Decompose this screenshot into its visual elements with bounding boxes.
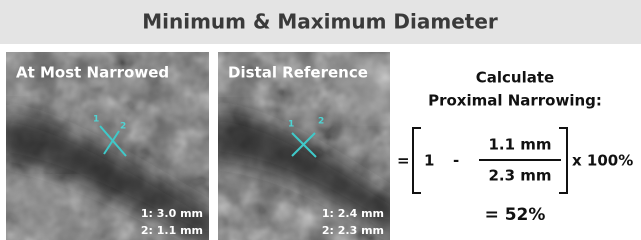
calc-heading: Proximal Narrowing: [428, 92, 602, 110]
measurement: 2: 1.1 mm [141, 224, 203, 237]
marker-label: 1 [93, 115, 99, 125]
result: = 52% [485, 205, 546, 225]
page: {"header": {"title": "Minimum & Maximum … [0, 0, 641, 240]
slide: Minimum & Maximum Diameter At Most Narro… [0, 0, 641, 240]
multiplier: x 100% [572, 152, 633, 170]
panel-label: At Most Narrowed [16, 64, 169, 82]
equals-sign: = [397, 152, 410, 170]
marker-label: 2 [318, 117, 324, 127]
marker-label: 1 [288, 120, 294, 130]
left-bracket [413, 128, 421, 193]
measurement: 2: 2.3 mm [322, 224, 384, 237]
panel-label: Distal Reference [228, 64, 368, 82]
numerator: 1.1 mm [488, 136, 551, 154]
minus-sign: - [453, 152, 459, 170]
calc-heading: Calculate [476, 69, 554, 87]
measurement: 1: 2.4 mm [322, 207, 384, 220]
header-title: Minimum & Maximum Diameter [142, 10, 498, 34]
marker-label: 2 [120, 122, 126, 132]
measurement: 1: 3.0 mm [141, 207, 203, 220]
denominator: 2.3 mm [488, 167, 551, 185]
one: 1 [424, 152, 434, 170]
